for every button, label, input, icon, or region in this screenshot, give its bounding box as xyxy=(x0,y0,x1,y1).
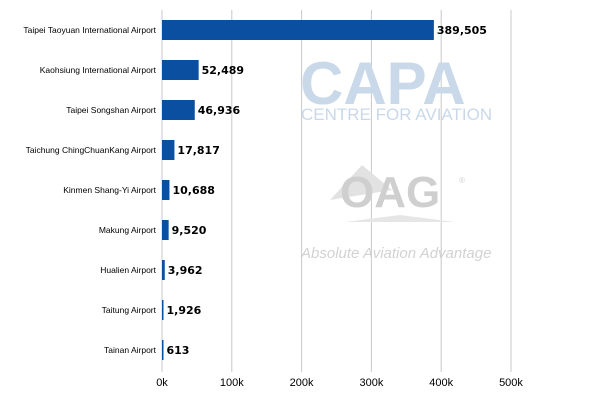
data-label: 613 xyxy=(167,344,190,357)
x-tick-label: 200k xyxy=(290,377,314,389)
category-label: Makung Airport xyxy=(99,225,157,235)
oag-swoosh-icon xyxy=(330,165,392,200)
data-label: 1,926 xyxy=(167,304,202,317)
bar xyxy=(162,140,175,160)
x-tick-label: 0k xyxy=(156,377,168,389)
bar xyxy=(162,300,164,320)
data-label: 52,489 xyxy=(202,64,244,77)
x-tick-label: 500k xyxy=(499,377,523,389)
x-axis-tick-labels: 0k 100k 200k 300k 400k 500k xyxy=(156,377,523,389)
x-tick-label: 400k xyxy=(429,377,453,389)
category-labels: Taipei Taoyuan International Airport Kaoh… xyxy=(23,25,156,355)
bar xyxy=(162,180,170,200)
oag-underline-icon xyxy=(345,215,455,222)
x-tick-label: 300k xyxy=(359,377,383,389)
category-label: Tainan Airport xyxy=(104,345,157,355)
bar xyxy=(162,100,195,120)
capa-logo: CAPA xyxy=(300,50,466,117)
data-labels: 389,505 52,489 46,936 17,817 10,688 9,520 3,96… xyxy=(167,24,487,357)
bar xyxy=(162,260,165,280)
bars xyxy=(162,20,434,360)
bar xyxy=(162,20,434,40)
data-label: 389,505 xyxy=(437,24,487,37)
data-label: 46,936 xyxy=(198,104,241,117)
x-tick-label: 100k xyxy=(220,377,244,389)
bar xyxy=(162,220,169,240)
oag-tagline: Absolute Aviation Advantage xyxy=(300,245,491,262)
oag-registered-mark: ® xyxy=(459,176,465,185)
category-label: Hualien Airport xyxy=(100,265,156,275)
category-label: Taichung ChingChuanKang Airport xyxy=(26,145,157,155)
category-label: Taipei Taoyuan International Airport xyxy=(23,25,156,35)
category-label: Kinmen Shang-Yi Airport xyxy=(63,185,156,195)
category-label: Taipei Songshan Airport xyxy=(66,105,156,115)
bar xyxy=(162,340,164,360)
data-label: 10,688 xyxy=(172,184,214,197)
category-label: Taitung Airport xyxy=(102,305,157,315)
oag-logo: OAG xyxy=(340,168,440,217)
data-label: 17,817 xyxy=(177,144,219,157)
data-label: 9,520 xyxy=(172,224,207,237)
capa-watermark: CAPA CENTRE FOR AVIATION xyxy=(300,50,492,124)
capa-subtitle: CENTRE FOR AVIATION xyxy=(301,105,492,124)
bar xyxy=(162,60,199,80)
data-label: 3,962 xyxy=(168,264,203,277)
category-label: Kaohsiung International Airport xyxy=(40,65,157,75)
oag-watermark: OAG ® Absolute Aviation Advantage xyxy=(300,165,491,262)
